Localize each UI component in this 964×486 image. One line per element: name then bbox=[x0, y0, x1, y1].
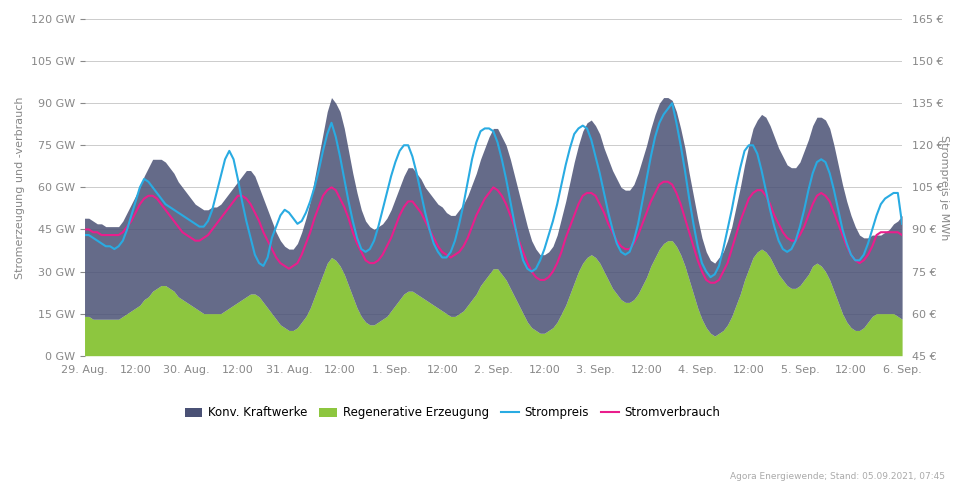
Y-axis label: Stromerzeugung und -verbrauch: Stromerzeugung und -verbrauch bbox=[15, 96, 25, 278]
Text: Agora Energiewende; Stand: 05.09.2021, 07:45: Agora Energiewende; Stand: 05.09.2021, 0… bbox=[730, 472, 945, 481]
Legend: Konv. Kraftwerke, Regenerative Erzeugung, Strompreis, Stromverbrauch: Konv. Kraftwerke, Regenerative Erzeugung… bbox=[180, 401, 725, 424]
Y-axis label: Strompreis je MWh: Strompreis je MWh bbox=[939, 135, 949, 240]
